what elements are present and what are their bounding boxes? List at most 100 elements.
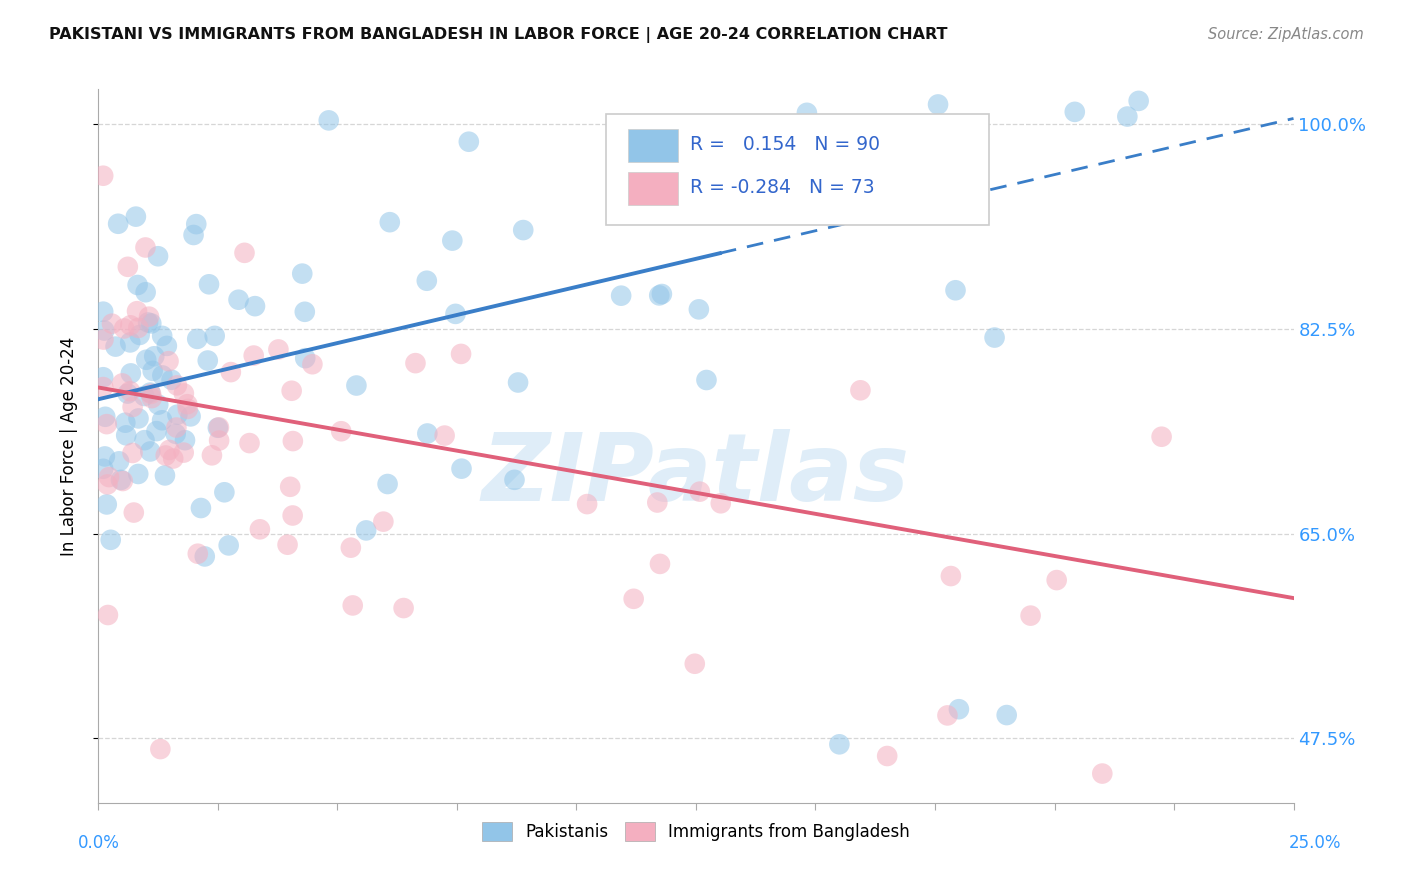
Point <box>94 450 117 464</box>
Point <box>354 524 377 538</box>
Point <box>340 541 363 555</box>
Point <box>91 370 114 384</box>
Point <box>93 324 115 338</box>
Point <box>91 380 114 394</box>
Point <box>139 385 162 400</box>
Point <box>150 329 173 343</box>
Point <box>441 234 464 248</box>
Point <box>450 461 472 475</box>
FancyBboxPatch shape <box>606 114 988 225</box>
Point <box>186 332 208 346</box>
Point <box>208 420 231 434</box>
Point <box>1019 608 1042 623</box>
Point <box>576 497 599 511</box>
Point <box>433 428 456 442</box>
Point <box>450 347 472 361</box>
FancyBboxPatch shape <box>628 172 678 205</box>
Point <box>142 364 165 378</box>
Point <box>197 353 219 368</box>
Point <box>1128 94 1150 108</box>
Point <box>207 421 229 435</box>
Text: R =   0.154   N = 90: R = 0.154 N = 90 <box>690 136 880 154</box>
Point <box>228 293 250 307</box>
Point <box>344 378 367 392</box>
Point <box>281 434 304 448</box>
Text: R = -0.284   N = 73: R = -0.284 N = 73 <box>690 178 875 197</box>
FancyBboxPatch shape <box>628 129 678 162</box>
Point <box>120 318 142 333</box>
Point <box>96 477 118 491</box>
Point <box>208 434 231 448</box>
Point <box>927 97 949 112</box>
Point <box>120 335 142 350</box>
Point <box>392 601 415 615</box>
Point <box>122 506 145 520</box>
Point <box>294 351 316 366</box>
Point <box>238 436 260 450</box>
Point <box>96 498 118 512</box>
Point <box>107 217 129 231</box>
Point <box>936 708 959 723</box>
Point <box>1150 430 1173 444</box>
Text: ZIPatlas: ZIPatlas <box>482 428 910 521</box>
Point <box>165 426 187 441</box>
Point <box>141 317 163 331</box>
Point <box>187 547 209 561</box>
Point <box>127 467 149 481</box>
Point <box>121 400 143 414</box>
Point <box>101 317 124 331</box>
Point <box>689 484 711 499</box>
Point <box>503 473 526 487</box>
Point <box>948 702 970 716</box>
Point <box>180 409 202 424</box>
Point <box>204 329 226 343</box>
Point <box>648 288 671 302</box>
Point <box>108 454 131 468</box>
Point <box>125 210 148 224</box>
Point <box>138 310 160 324</box>
Point <box>94 409 117 424</box>
Point <box>128 328 150 343</box>
Point <box>378 215 401 229</box>
Point <box>651 287 673 301</box>
Point <box>176 397 198 411</box>
Point <box>117 260 139 274</box>
Point <box>100 533 122 547</box>
Point <box>214 485 236 500</box>
Point <box>166 378 188 392</box>
Point <box>506 376 529 390</box>
Point <box>177 401 200 416</box>
Point <box>277 538 299 552</box>
Point <box>143 349 166 363</box>
Point <box>91 304 114 318</box>
Point <box>648 557 671 571</box>
Point <box>1116 110 1139 124</box>
Point <box>201 448 224 462</box>
Point <box>416 274 439 288</box>
Point <box>117 386 139 401</box>
Point <box>219 365 242 379</box>
Point <box>710 496 733 510</box>
Point <box>98 470 121 484</box>
Point <box>457 135 479 149</box>
Point <box>1063 104 1085 119</box>
Point <box>145 424 167 438</box>
Point <box>120 384 142 399</box>
Point <box>194 549 217 564</box>
Point <box>127 278 149 293</box>
Point <box>688 302 710 317</box>
Point <box>183 227 205 242</box>
Point <box>281 508 304 523</box>
Point <box>173 386 195 401</box>
Point <box>939 569 962 583</box>
Point <box>110 473 132 487</box>
Point <box>294 305 316 319</box>
Point <box>104 340 127 354</box>
Point <box>150 413 173 427</box>
Point <box>330 424 353 438</box>
Point <box>233 245 256 260</box>
Point <box>995 708 1018 723</box>
Point <box>373 515 395 529</box>
Point <box>111 474 134 488</box>
Point <box>134 433 156 447</box>
